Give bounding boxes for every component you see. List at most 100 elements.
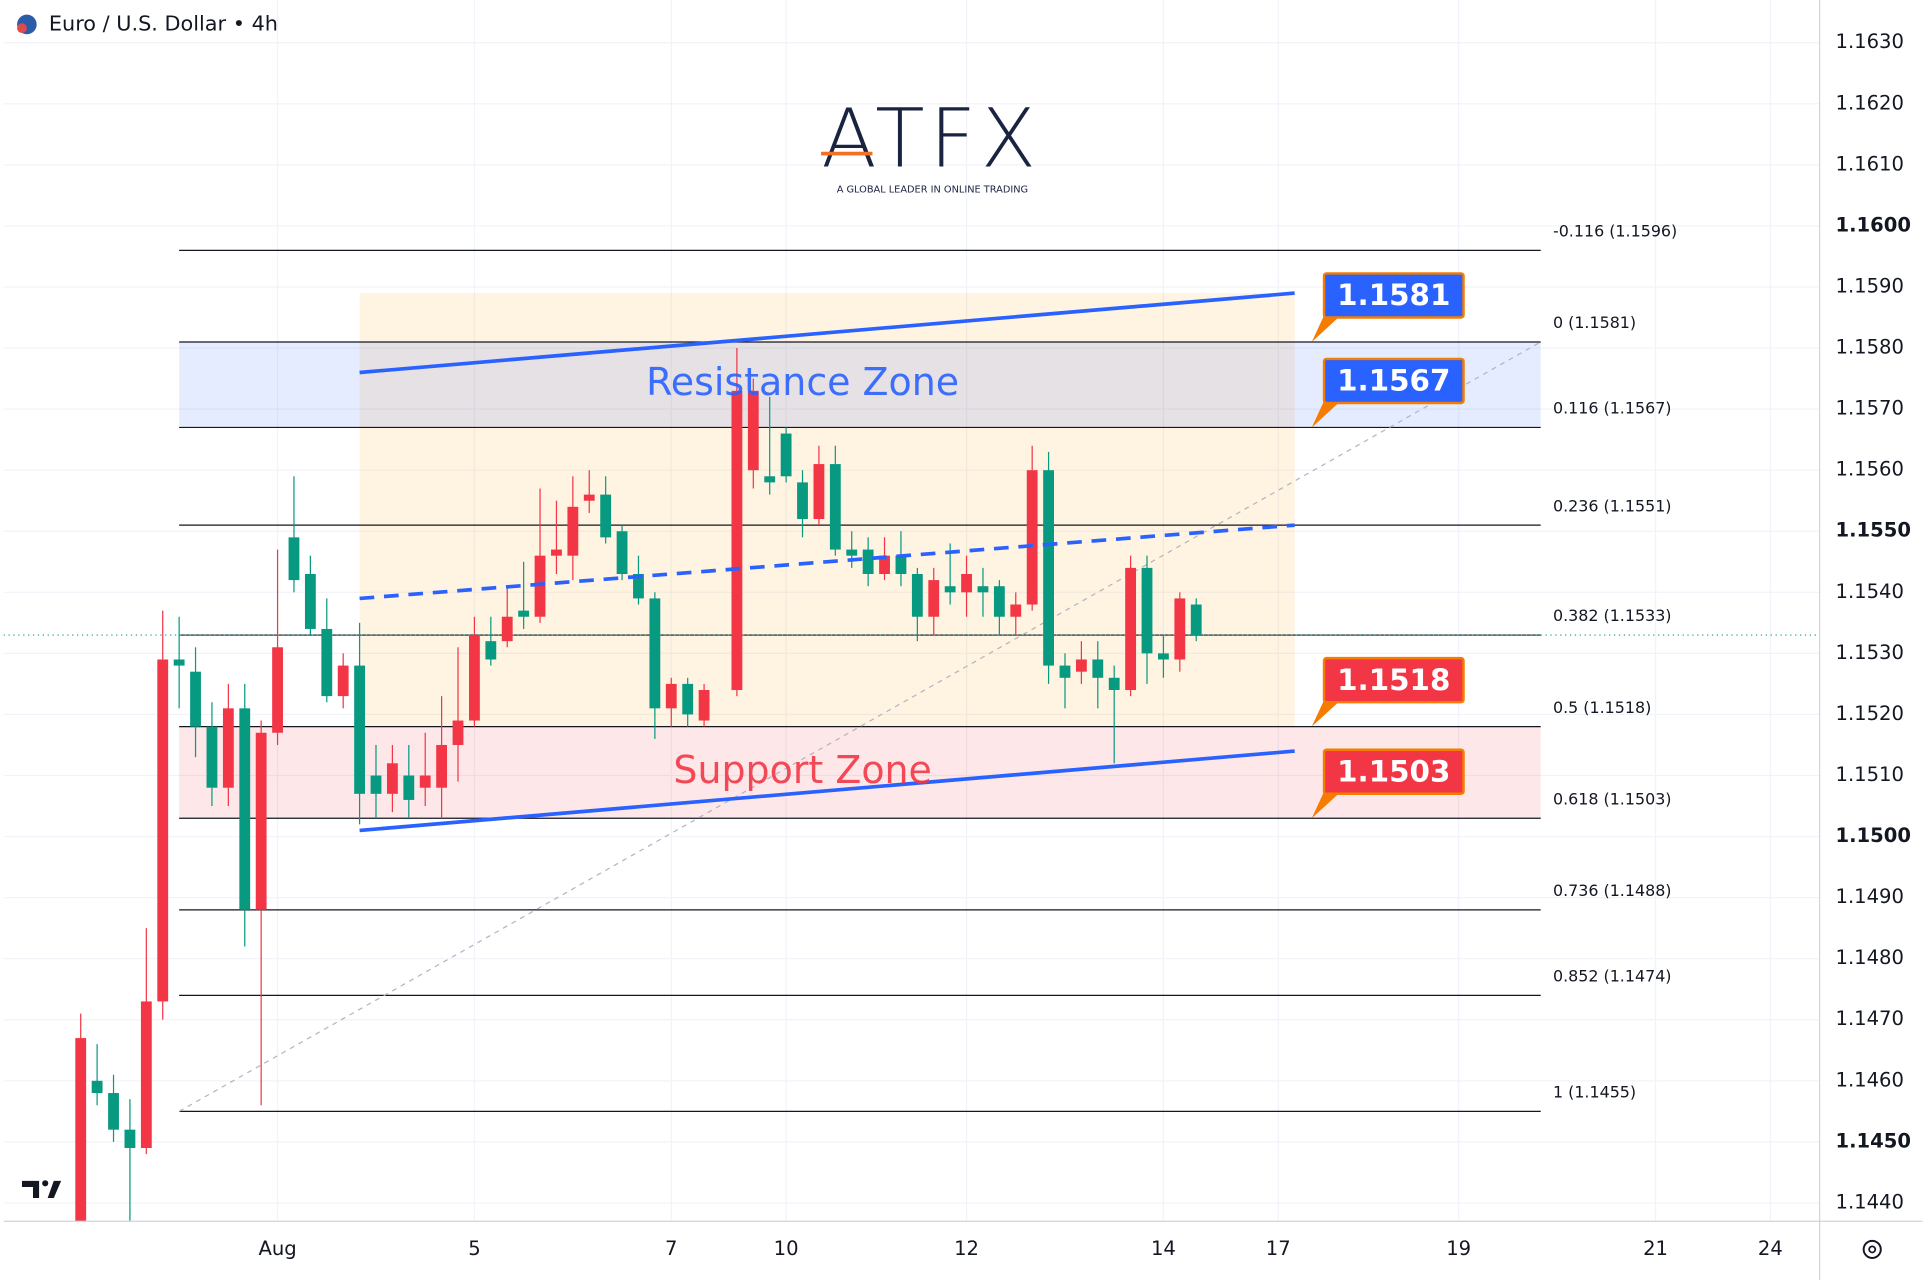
callout-box	[1322, 656, 1465, 704]
candle-body	[993, 586, 1005, 617]
candle-body	[1075, 659, 1087, 672]
fib-diagonal	[178, 341, 1542, 1112]
callout-label: 1.1567	[1337, 364, 1450, 398]
candle-body	[682, 683, 694, 715]
x-tick-label: Aug	[258, 1237, 296, 1260]
y-tick-label: 1.1450	[1836, 1129, 1912, 1152]
candle-body	[419, 775, 431, 788]
candle-body	[403, 775, 415, 800]
chart-title: Euro / U.S. Dollar • 4h	[49, 11, 278, 35]
candle-body	[911, 573, 923, 617]
y-tick-label: 1.1550	[1836, 519, 1912, 542]
candle-body	[600, 494, 612, 538]
y-tick-label: 1.1470	[1836, 1007, 1904, 1030]
y-tick-label: 1.1510	[1836, 763, 1904, 786]
candle-body	[469, 635, 480, 721]
fib-label: 0 (1.1581)	[1553, 313, 1636, 332]
y-tick-label: 1.1630	[1836, 30, 1904, 53]
candle-body	[452, 720, 464, 745]
fib-label: 0.382 (1.1533)	[1553, 606, 1672, 625]
callout-box	[1322, 748, 1465, 795]
fib-label: 1 (1.1455)	[1553, 1082, 1636, 1101]
logo-tagline: A GLOBAL LEADER IN ONLINE TRADING	[837, 185, 1028, 196]
candle-body	[698, 690, 710, 721]
callout-label: 1.1518	[1337, 663, 1450, 697]
candle-body	[764, 476, 776, 483]
candle-body	[829, 464, 841, 550]
y-tick-label: 1.1490	[1836, 885, 1904, 908]
candle-body	[747, 390, 759, 471]
candle-body	[337, 665, 349, 697]
candle-body	[1174, 598, 1186, 660]
candle-body	[813, 464, 825, 520]
candle-body	[321, 628, 333, 697]
fib-label: 0.852 (1.1474)	[1553, 966, 1672, 985]
candle-body	[731, 390, 743, 691]
candle-body	[879, 555, 890, 574]
zone-label: Resistance Zone	[646, 360, 959, 404]
candle-body	[633, 573, 644, 599]
candle-body	[534, 555, 546, 617]
trendline	[359, 749, 1295, 833]
candle-body	[1026, 470, 1038, 605]
callout-box	[1322, 357, 1465, 405]
y-tick-label: 1.1570	[1836, 397, 1904, 420]
y-tick-label: 1.1530	[1836, 641, 1904, 664]
candle-body	[567, 506, 579, 556]
y-tick-label: 1.1480	[1836, 946, 1904, 969]
candle-body	[288, 537, 300, 581]
y-tick-label: 1.1520	[1836, 702, 1904, 725]
logo: ATFX A GLOBAL LEADER IN ONLINE TRADING	[821, 92, 1036, 196]
x-tick-label: 10	[774, 1237, 799, 1260]
candle-body	[928, 580, 940, 617]
zone	[179, 341, 1541, 428]
candle-body	[1059, 665, 1071, 678]
candle-body	[436, 744, 448, 788]
x-tick-label: 17	[1266, 1237, 1291, 1260]
candle-body	[354, 665, 366, 794]
x-tick-label: 14	[1151, 1237, 1176, 1260]
y-tick-label: 1.1610	[1836, 152, 1904, 175]
candle-body	[206, 726, 218, 788]
candle-body	[140, 1001, 152, 1148]
x-tick-label: 19	[1446, 1237, 1471, 1260]
y-tick-label: 1.1440	[1836, 1190, 1904, 1213]
candle-body	[501, 616, 513, 642]
candle-body	[1141, 567, 1153, 654]
candle-body	[157, 659, 169, 1002]
fib-label: 0.5 (1.1518)	[1553, 698, 1651, 717]
settings-icon[interactable]	[1868, 1245, 1877, 1254]
x-tick-label: 24	[1758, 1237, 1783, 1260]
candle-body	[272, 647, 283, 733]
candle-body	[780, 433, 792, 477]
candle-body	[551, 549, 562, 556]
settings-icon[interactable]	[1862, 1239, 1882, 1259]
candle-body	[665, 683, 677, 709]
candle-body	[1010, 604, 1022, 617]
candle-body	[1190, 604, 1202, 636]
zone-label: Support Zone	[673, 748, 932, 792]
y-tick-label: 1.1540	[1836, 580, 1904, 603]
candle-body	[75, 1038, 87, 1222]
y-tick-label: 1.1580	[1836, 336, 1904, 359]
tv-logo	[21, 1180, 62, 1199]
candle-body	[91, 1080, 103, 1094]
range-box	[359, 293, 1295, 727]
callout-label: 1.1581	[1337, 278, 1450, 312]
x-tick-label: 5	[468, 1237, 480, 1260]
candle-body	[370, 775, 382, 794]
plot-area	[3, 0, 1820, 1222]
x-tick-label: 21	[1643, 1237, 1668, 1260]
candle-body	[797, 482, 808, 520]
candle-body	[239, 708, 251, 910]
candle-body	[304, 573, 316, 629]
candle-body	[961, 573, 972, 593]
settings-icon[interactable]	[1862, 1239, 1882, 1259]
candle-body	[108, 1093, 119, 1130]
candle-body	[222, 708, 234, 788]
logo-accent	[821, 151, 873, 156]
y-tick-label: 1.1560	[1836, 458, 1904, 481]
candle-body	[944, 586, 956, 593]
